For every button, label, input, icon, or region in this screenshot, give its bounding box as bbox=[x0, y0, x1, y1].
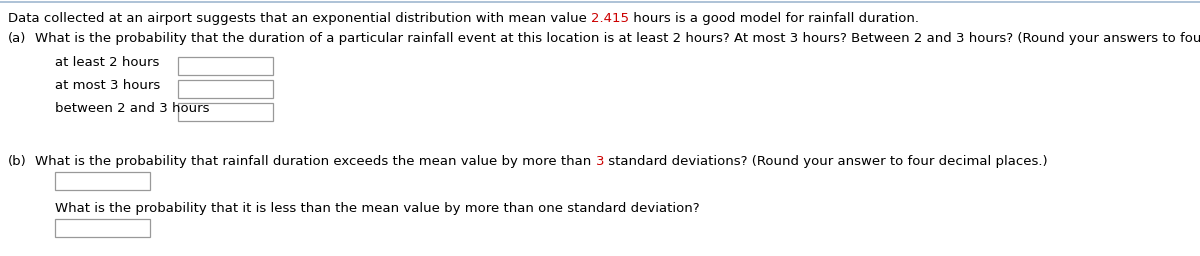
FancyBboxPatch shape bbox=[55, 219, 150, 237]
Text: standard deviations? (Round your answer to four decimal places.): standard deviations? (Round your answer … bbox=[604, 155, 1048, 168]
Text: between 2 and 3 hours: between 2 and 3 hours bbox=[55, 102, 210, 115]
Text: hours is a good model for rainfall duration.: hours is a good model for rainfall durat… bbox=[629, 12, 919, 25]
Text: 3: 3 bbox=[595, 155, 604, 168]
Text: 2.415: 2.415 bbox=[592, 12, 629, 25]
Text: (a): (a) bbox=[8, 32, 26, 45]
Text: (b): (b) bbox=[8, 155, 26, 168]
Text: What is the probability that rainfall duration exceeds the mean value by more th: What is the probability that rainfall du… bbox=[35, 155, 595, 168]
Text: What is the probability that the duration of a particular rainfall event at this: What is the probability that the duratio… bbox=[35, 32, 1200, 45]
Text: What is the probability that it is less than the mean value by more than one sta: What is the probability that it is less … bbox=[55, 202, 700, 215]
FancyBboxPatch shape bbox=[178, 103, 274, 121]
Text: at most 3 hours: at most 3 hours bbox=[55, 79, 161, 92]
FancyBboxPatch shape bbox=[55, 172, 150, 190]
FancyBboxPatch shape bbox=[178, 57, 274, 75]
FancyBboxPatch shape bbox=[178, 80, 274, 98]
Text: Data collected at an airport suggests that an exponential distribution with mean: Data collected at an airport suggests th… bbox=[8, 12, 592, 25]
Text: at least 2 hours: at least 2 hours bbox=[55, 56, 160, 69]
